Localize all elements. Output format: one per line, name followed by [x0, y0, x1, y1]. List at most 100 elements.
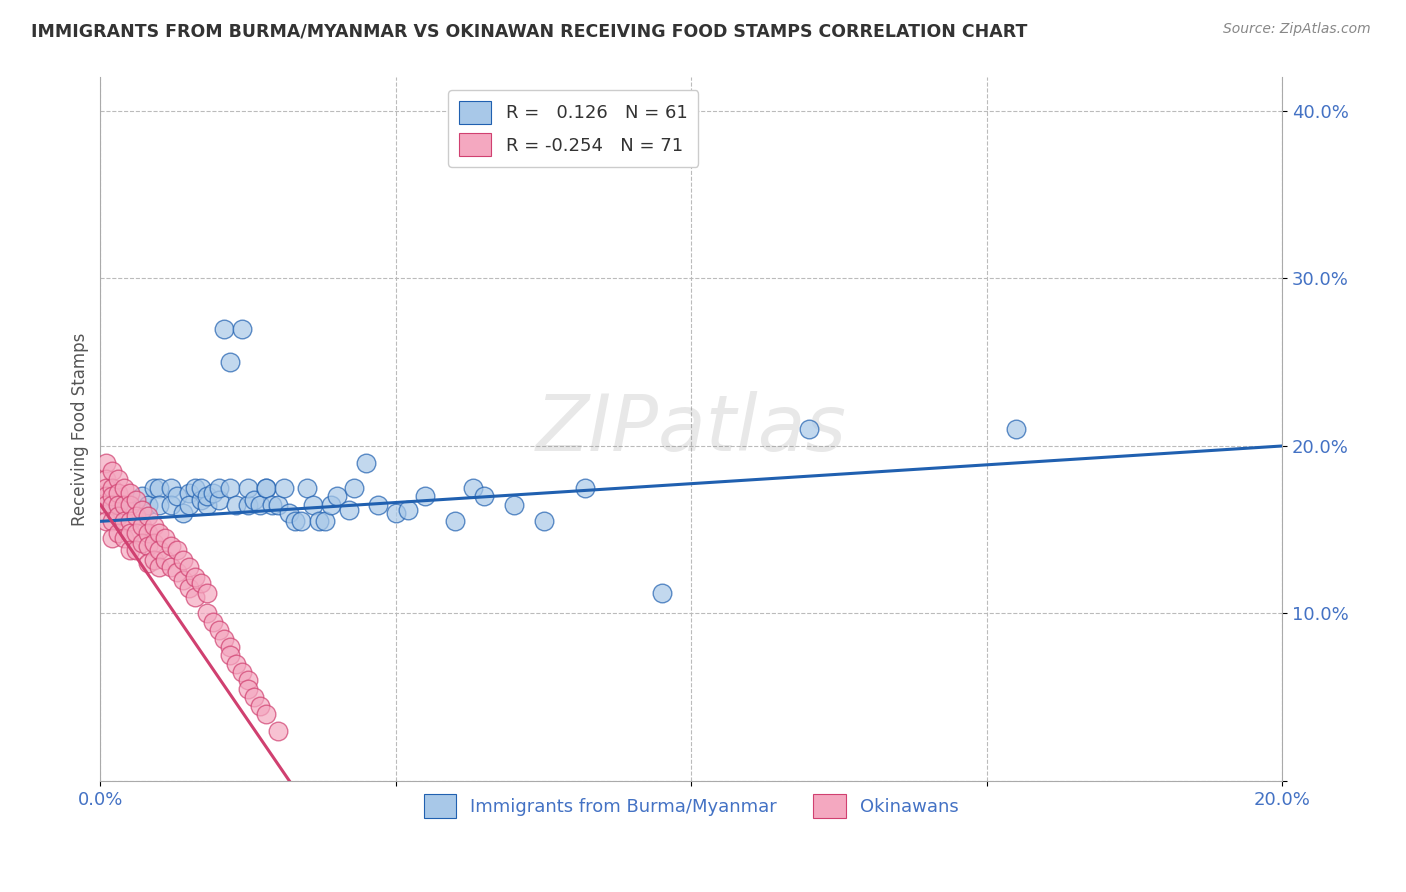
Point [131, 502, 153, 516]
Point [177, 498, 200, 512]
Point [96, 481, 118, 495]
Point [112, 514, 135, 528]
Point [236, 681, 259, 696]
Point [236, 673, 259, 688]
Point [184, 569, 207, 583]
Point [314, 514, 336, 528]
Point [155, 553, 177, 567]
Point [125, 492, 148, 507]
Point [166, 489, 188, 503]
Point [254, 706, 277, 721]
Point [148, 481, 170, 495]
Point [284, 514, 307, 528]
Point [142, 519, 165, 533]
Y-axis label: Receiving Food Stamps: Receiving Food Stamps [72, 333, 89, 526]
Point [142, 536, 165, 550]
Point [219, 355, 242, 369]
Point [325, 489, 347, 503]
Point [96, 489, 118, 503]
Point [367, 498, 389, 512]
Point [184, 481, 207, 495]
Point [249, 498, 271, 512]
Point [308, 514, 330, 528]
Point [574, 481, 596, 495]
Point [125, 526, 148, 541]
Point [195, 498, 218, 512]
Point [266, 498, 288, 512]
Point [225, 657, 247, 671]
Point [101, 481, 124, 495]
Point [207, 624, 229, 638]
Point [651, 586, 673, 600]
Point [142, 553, 165, 567]
Point [96, 514, 118, 528]
Point [385, 506, 408, 520]
Point [177, 486, 200, 500]
Point [148, 542, 170, 557]
Point [231, 665, 253, 679]
Point [254, 481, 277, 495]
Point [142, 481, 165, 495]
Point [107, 509, 129, 524]
Point [207, 492, 229, 507]
Point [260, 498, 283, 512]
Point [343, 481, 366, 495]
Point [107, 486, 129, 500]
Point [101, 531, 124, 545]
Text: Source: ZipAtlas.com: Source: ZipAtlas.com [1223, 22, 1371, 37]
Point [118, 486, 141, 500]
Point [118, 526, 141, 541]
Point [112, 531, 135, 545]
Point [172, 506, 194, 520]
Point [136, 509, 159, 524]
Point [201, 486, 224, 500]
Point [243, 690, 266, 705]
Point [290, 514, 312, 528]
Point [118, 498, 141, 512]
Point [118, 514, 141, 528]
Point [96, 473, 118, 487]
Point [219, 481, 242, 495]
Point [136, 556, 159, 570]
Point [266, 723, 288, 738]
Point [112, 481, 135, 495]
Point [101, 498, 124, 512]
Point [101, 464, 124, 478]
Point [160, 540, 183, 554]
Point [195, 607, 218, 621]
Point [214, 322, 236, 336]
Point [295, 481, 318, 495]
Point [190, 481, 212, 495]
Point [125, 509, 148, 524]
Point [201, 615, 224, 629]
Point [107, 473, 129, 487]
Point [254, 481, 277, 495]
Point [125, 542, 148, 557]
Point [319, 498, 342, 512]
Point [101, 489, 124, 503]
Point [236, 481, 259, 495]
Point [166, 565, 188, 579]
Point [184, 590, 207, 604]
Point [118, 498, 141, 512]
Point [177, 582, 200, 596]
Point [231, 322, 253, 336]
Point [136, 540, 159, 554]
Point [503, 498, 526, 512]
Point [461, 481, 484, 495]
Point [131, 489, 153, 503]
Point [136, 498, 159, 512]
Point [225, 498, 247, 512]
Point [96, 456, 118, 470]
Point [107, 526, 129, 541]
Point [101, 514, 124, 528]
Point [219, 640, 242, 654]
Point [155, 531, 177, 545]
Point [112, 498, 135, 512]
Point [160, 559, 183, 574]
Point [131, 536, 153, 550]
Point [415, 489, 437, 503]
Point [249, 698, 271, 713]
Point [302, 498, 325, 512]
Point [195, 586, 218, 600]
